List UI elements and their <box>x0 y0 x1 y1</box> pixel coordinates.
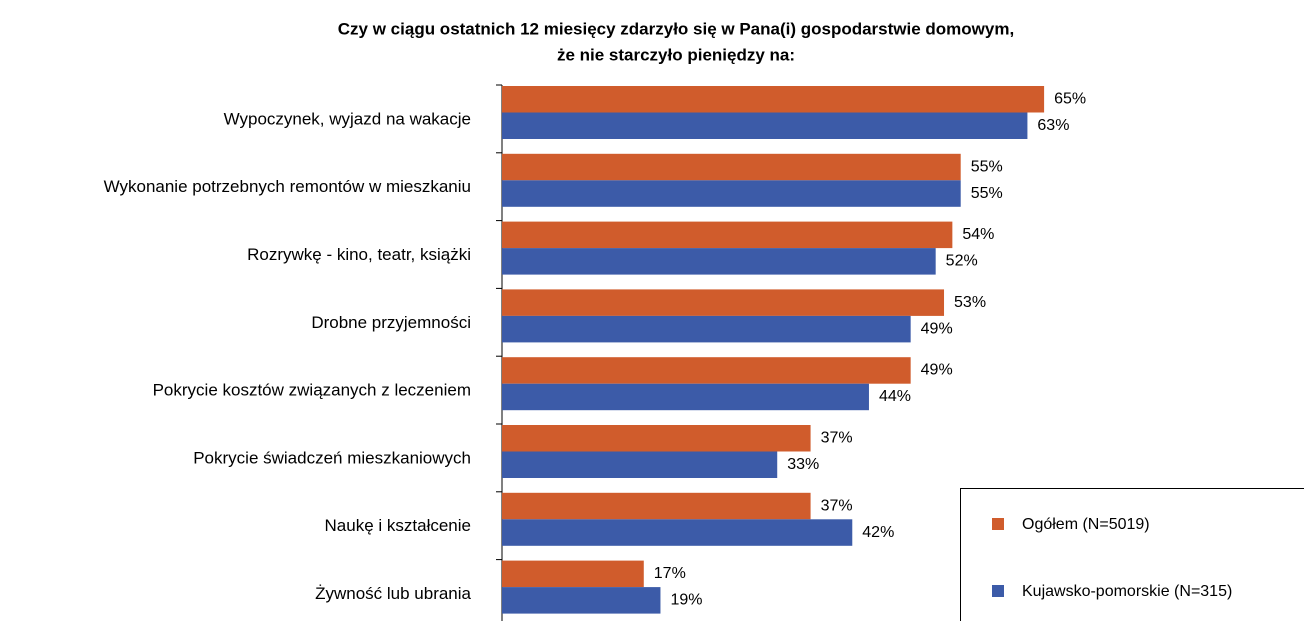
bar <box>502 357 911 384</box>
value-label: 49% <box>921 320 953 337</box>
bar <box>502 248 936 275</box>
bar <box>502 383 869 411</box>
value-label: 33% <box>787 456 819 473</box>
legend-swatch <box>992 518 1004 530</box>
bar <box>502 289 945 316</box>
legend-label: Kujawsko-pomorskie (N=315) <box>1022 583 1232 600</box>
bar <box>502 153 961 181</box>
chart-title: że nie starczyło pieniędzy na: <box>557 45 795 64</box>
bar <box>502 180 961 207</box>
legend-swatch <box>992 585 1004 597</box>
value-label: 37% <box>821 429 853 446</box>
category-label: Drobne przyjemności <box>311 313 471 332</box>
bar <box>502 587 661 614</box>
value-label: 19% <box>670 592 702 609</box>
bar <box>502 425 811 452</box>
bar <box>502 451 778 478</box>
chart-title: Czy w ciągu ostatnich 12 miesięcy zdarzy… <box>338 19 1014 38</box>
bar <box>502 315 911 343</box>
value-label: 37% <box>821 497 853 514</box>
bar <box>502 560 644 588</box>
category-label: Pokrycie świadczeń mieszkaniowych <box>193 448 471 467</box>
legend-label: Ogółem (N=5019) <box>1022 516 1150 533</box>
value-label: 42% <box>862 524 894 541</box>
value-label: 55% <box>971 158 1003 175</box>
value-label: 17% <box>654 565 686 582</box>
value-label: 53% <box>954 294 986 311</box>
category-label: Wypoczynek, wyjazd na wakacje <box>224 109 471 128</box>
bar <box>502 221 953 249</box>
category-label: Pokrycie kosztów związanych z leczeniem <box>153 381 471 400</box>
value-label: 49% <box>921 362 953 379</box>
value-label: 63% <box>1037 117 1069 134</box>
value-label: 54% <box>962 226 994 243</box>
bar <box>502 519 853 546</box>
category-label: Naukę i kształcenie <box>325 516 471 535</box>
value-label: 44% <box>879 388 911 405</box>
category-label: Rozrywkę - kino, teatr, książki <box>247 245 471 264</box>
bar <box>502 492 811 520</box>
value-label: 55% <box>971 185 1003 202</box>
bar <box>502 86 1045 113</box>
value-label: 65% <box>1054 90 1086 107</box>
value-label: 52% <box>946 253 978 270</box>
bar <box>502 112 1028 139</box>
category-label: Wykonanie potrzebnych remontów w mieszka… <box>104 177 471 196</box>
category-label: Żywność lub ubrania <box>315 584 471 603</box>
legend-box <box>960 488 1304 621</box>
